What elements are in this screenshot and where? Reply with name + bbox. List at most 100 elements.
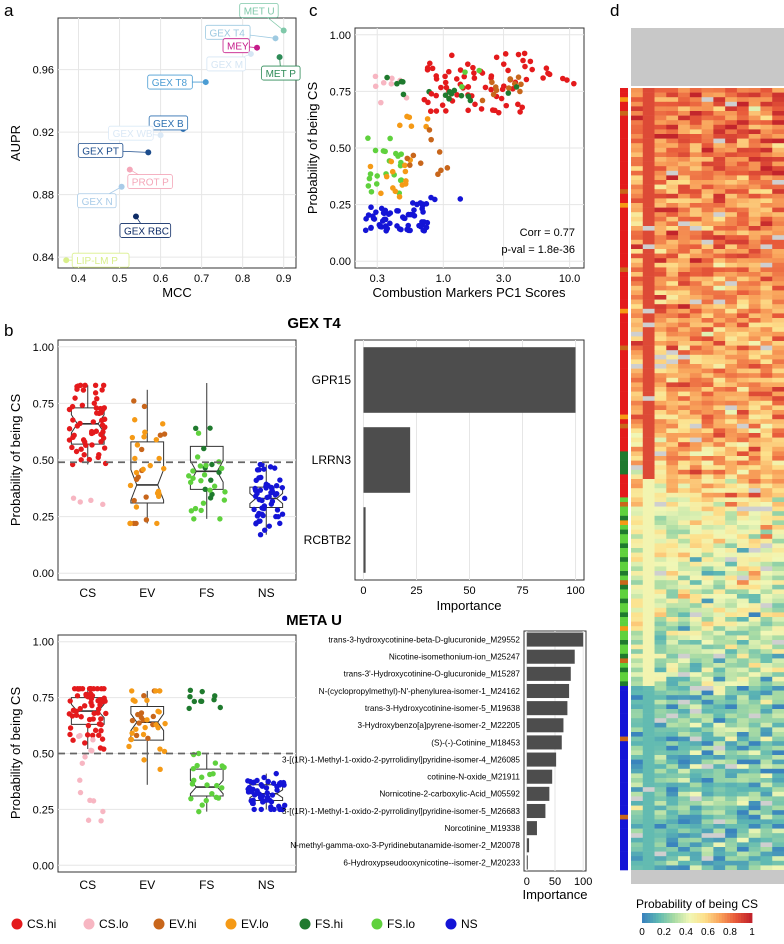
panel-d-cell bbox=[642, 750, 655, 756]
panel-d-cell bbox=[654, 594, 667, 599]
panel-d-cell bbox=[713, 805, 726, 811]
panel-d-cell bbox=[713, 492, 726, 498]
panel-d-cell bbox=[631, 166, 644, 172]
panel-d-cell bbox=[701, 304, 714, 310]
panel-d-group-strip bbox=[620, 124, 628, 130]
panel-d-cell bbox=[689, 423, 702, 429]
panel-d-cell bbox=[654, 410, 667, 415]
panel-d-cell bbox=[689, 824, 702, 829]
panel-d-colorbar-segment bbox=[677, 913, 681, 923]
b1-point bbox=[268, 489, 274, 496]
panel-d-cell bbox=[736, 617, 749, 622]
panel-d-cell bbox=[666, 686, 679, 691]
panel-d-cell bbox=[642, 732, 655, 737]
panel-d-cell bbox=[713, 88, 726, 93]
panel-d-cell bbox=[666, 603, 679, 609]
panel-d-cell bbox=[642, 676, 655, 682]
panel-d-cell bbox=[701, 640, 714, 645]
panel-d-cell bbox=[701, 557, 714, 563]
panel-d-cell bbox=[748, 667, 761, 673]
panel-d-cell bbox=[713, 258, 726, 264]
panel-d-cell bbox=[736, 166, 749, 172]
b2-point bbox=[209, 790, 215, 797]
panel-d-group-strip bbox=[620, 649, 628, 655]
panel-d-cell bbox=[666, 589, 679, 595]
b1-point bbox=[192, 505, 199, 512]
panel-d-cell bbox=[701, 492, 714, 498]
panel-d-group-strip bbox=[620, 120, 628, 126]
panel-d-cell bbox=[760, 138, 773, 144]
panel-d-cell bbox=[725, 474, 738, 480]
panel-d-cell bbox=[725, 331, 738, 337]
b1-point bbox=[92, 390, 99, 396]
panel-d-group-strip bbox=[620, 428, 628, 434]
panel-d-cell bbox=[642, 557, 655, 563]
panel-a-label-box bbox=[71, 252, 130, 268]
panel-d-cell bbox=[748, 598, 761, 604]
b2-point bbox=[94, 685, 101, 692]
panel-d-cell bbox=[736, 520, 749, 526]
panel-d-cell bbox=[631, 226, 644, 231]
panel-d-cell bbox=[689, 865, 702, 871]
panel-d-cell bbox=[772, 520, 784, 526]
panel-d-cell bbox=[772, 584, 784, 590]
panel-d-cell bbox=[631, 308, 644, 314]
panel-d-group-strip bbox=[620, 598, 628, 604]
panel-d-cell bbox=[689, 124, 702, 130]
panel-d-cell bbox=[666, 837, 679, 843]
panel-d-cell bbox=[772, 773, 784, 779]
panel-d-cell bbox=[666, 405, 679, 411]
panel-d-group-strip bbox=[620, 359, 628, 365]
panel-d-cell bbox=[736, 299, 749, 305]
panel-c-point bbox=[472, 101, 478, 108]
panel-d-cell bbox=[678, 134, 691, 139]
panel-d-cell bbox=[654, 345, 667, 351]
panel-d-group-strip bbox=[620, 308, 628, 314]
panel-d-cell bbox=[713, 299, 726, 305]
panel-d-cell bbox=[678, 446, 691, 452]
panel-d-colorbar-tick: 1 bbox=[749, 927, 755, 938]
panel-d-cell bbox=[736, 290, 749, 296]
panel-d-cell bbox=[713, 635, 726, 641]
panel-d-cell bbox=[760, 644, 773, 650]
panel-d-cell bbox=[654, 239, 667, 245]
b1-point bbox=[100, 501, 106, 508]
panel-d-cell bbox=[748, 318, 761, 323]
panel-d-cell bbox=[631, 221, 644, 227]
panel-d-colorbar-segment bbox=[716, 913, 720, 923]
panel-d-cell bbox=[701, 134, 714, 139]
panel-d-cell bbox=[748, 745, 761, 751]
panel-d-cell bbox=[678, 814, 691, 820]
panel-d-cell bbox=[725, 561, 738, 567]
panel-d-cell bbox=[689, 534, 702, 540]
panel-d-cell bbox=[760, 594, 773, 599]
legend-label: FS.hi bbox=[315, 917, 343, 931]
panel-d-cell bbox=[689, 713, 702, 719]
b2-point bbox=[92, 727, 99, 734]
panel-d-cell bbox=[689, 833, 702, 839]
panel-d-cell bbox=[689, 580, 702, 586]
panel-d-cell bbox=[631, 621, 644, 627]
panel-d-cell bbox=[678, 529, 691, 535]
panel-d-cell bbox=[666, 152, 679, 158]
panel-d-cell bbox=[666, 281, 679, 287]
panel-d-colorbar-segment bbox=[653, 913, 657, 923]
panel-d-cell bbox=[760, 759, 773, 765]
b1i-bar bbox=[363, 507, 366, 573]
panel-d-cell bbox=[689, 515, 702, 521]
panel-d-cell bbox=[678, 175, 691, 181]
panel-d-cell bbox=[642, 607, 655, 613]
panel-d-cell bbox=[736, 272, 749, 277]
panel-d-cell bbox=[666, 709, 679, 714]
panel-d-cell bbox=[713, 497, 726, 503]
panel-d-cell bbox=[642, 124, 655, 130]
panel-d-group-strip bbox=[620, 175, 628, 181]
panel-d-cell bbox=[736, 147, 749, 153]
panel-d-cell bbox=[654, 750, 667, 756]
panel-d-cell bbox=[642, 258, 655, 264]
panel-d-cell bbox=[725, 584, 738, 590]
panel-d-cell bbox=[666, 308, 679, 314]
panel-d-cell bbox=[713, 791, 726, 797]
panel-d-cell bbox=[642, 589, 655, 595]
panel-d-cell bbox=[654, 575, 667, 581]
